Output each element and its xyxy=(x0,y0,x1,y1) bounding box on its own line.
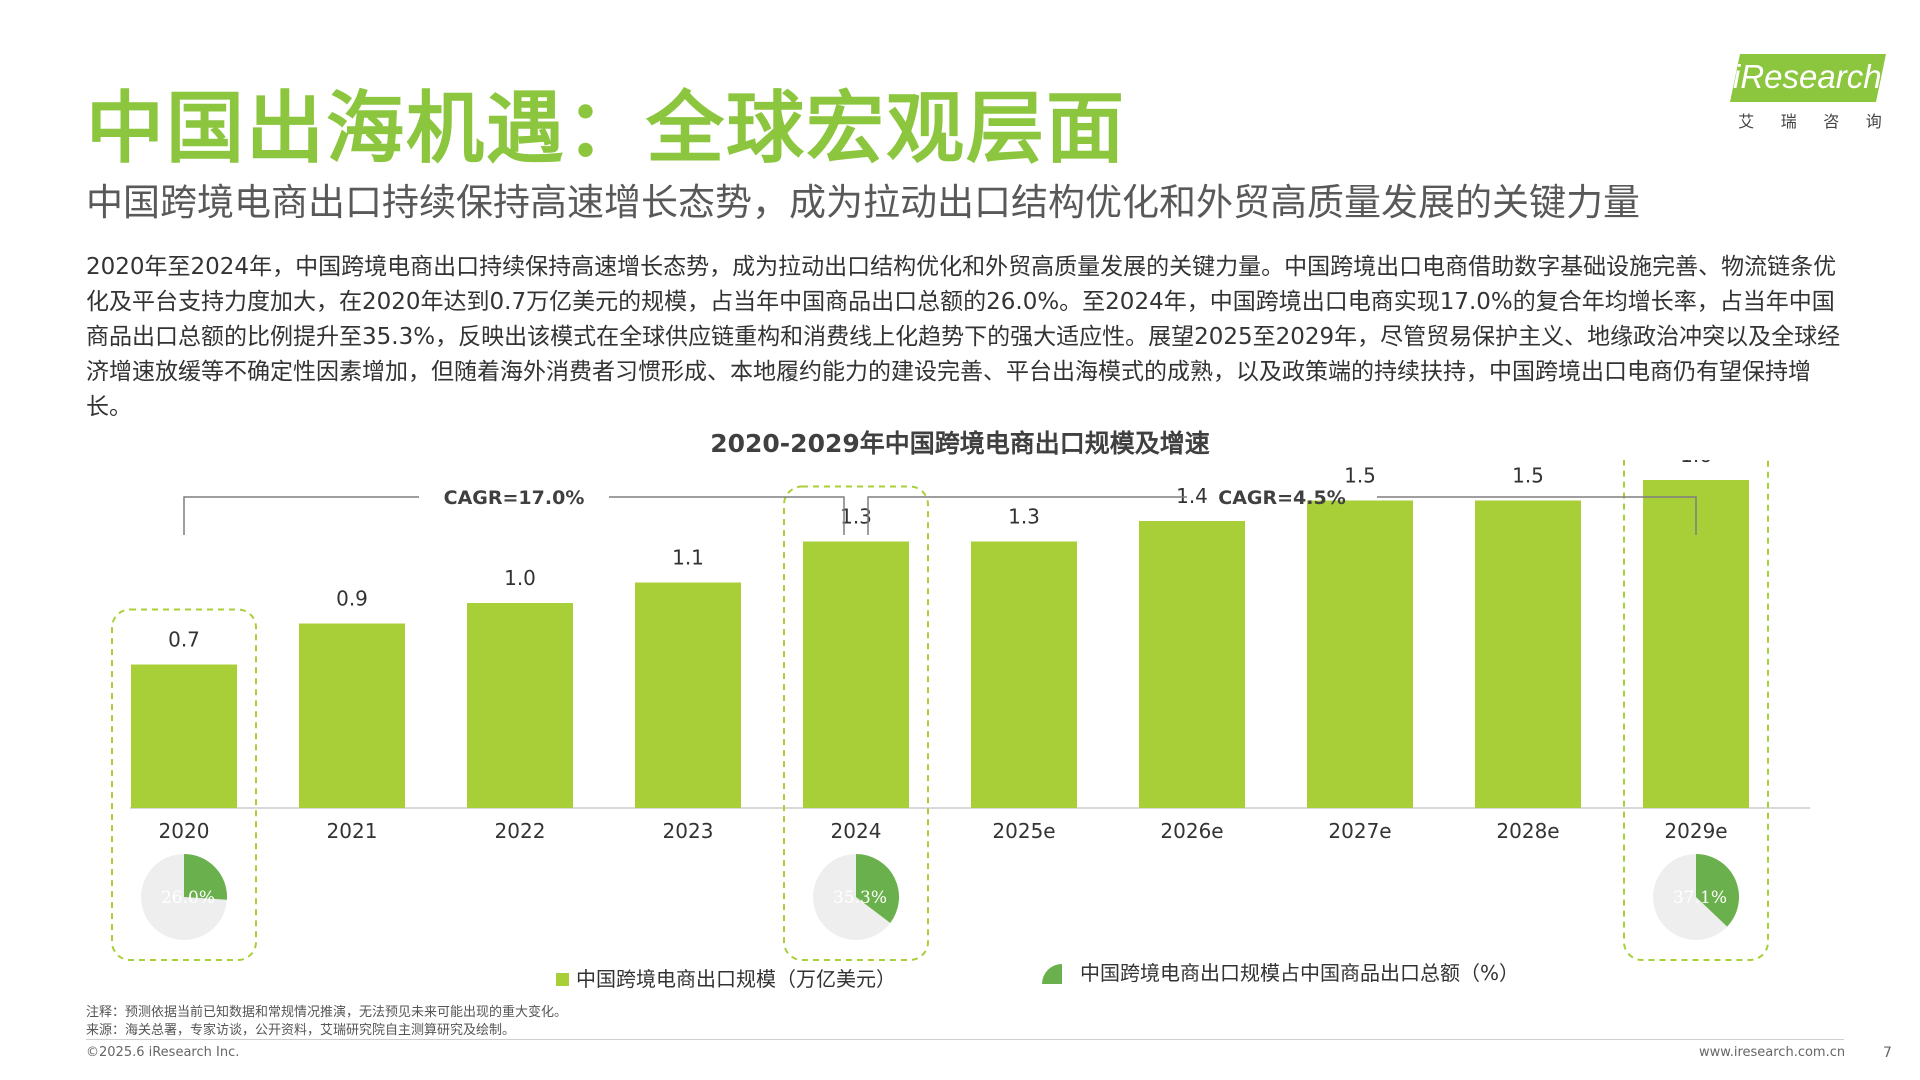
bar xyxy=(803,541,909,808)
highlight-box xyxy=(783,485,929,961)
logo-subtitle-char: 艾 xyxy=(1738,112,1755,131)
legend-pie-label: 中国跨境电商出口规模占中国商品出口总额（%） xyxy=(1080,961,1519,985)
share-pie-slice xyxy=(1696,854,1739,927)
legend-pie-swatch xyxy=(1042,964,1062,984)
cagr-label: CAGR=4.5% xyxy=(1218,487,1346,509)
cagr-label: CAGR=17.0% xyxy=(444,487,585,509)
logo-subtitle-char: 瑞 xyxy=(1780,112,1797,131)
x-tick-label: 2027e xyxy=(1328,819,1391,843)
footer-divider xyxy=(86,1039,1844,1040)
bar xyxy=(971,541,1077,808)
share-pie-label: 26.0% xyxy=(161,888,215,908)
page-number: 7 xyxy=(1883,1045,1892,1061)
footnote-source: 来源：海关总署，专家访谈，公开资料，艾瑞研究院自主测算研究及绘制。 xyxy=(86,1023,516,1038)
x-tick-label: 2026e xyxy=(1160,819,1223,843)
bar-value-label: 1.3 xyxy=(1008,505,1040,529)
x-tick-label: 2021 xyxy=(327,819,378,843)
page-title: 中国出海机遇：全球宏观层面 xyxy=(86,84,1127,174)
logo-subtitle: 艾 瑞 咨 询 xyxy=(1725,108,1895,132)
description-paragraph: 2020年至2024年，中国跨境电商出口持续保持高速增长态势，成为拉动出口结构优… xyxy=(86,254,1841,420)
x-tick-label: 2024 xyxy=(831,819,882,843)
cagr-bracket-left xyxy=(183,496,419,535)
legend-bar-label: 中国跨境电商出口规模（万亿美元） xyxy=(576,967,896,991)
cagr-bracket-right xyxy=(609,496,845,535)
bar xyxy=(131,664,237,808)
bar-value-label: 1.3 xyxy=(840,505,872,529)
cagr-bracket-right xyxy=(1377,496,1697,535)
logo-subtitle-char: 咨 xyxy=(1823,112,1840,131)
x-tick-label: 2025e xyxy=(992,819,1055,843)
legend-bar-swatch xyxy=(556,973,569,986)
page-subtitle: 中国跨境电商出口持续保持高速增长态势，成为拉动出口结构优化和外贸高质量发展的关键… xyxy=(86,181,1640,224)
x-tick-label: 2028e xyxy=(1496,819,1559,843)
share-pie-slice xyxy=(184,854,227,900)
highlight-box xyxy=(111,608,257,961)
x-tick-label: 2029e xyxy=(1664,819,1727,843)
logo-text: iResearch xyxy=(1733,58,1882,95)
bar xyxy=(1307,500,1413,808)
bar xyxy=(1139,521,1245,808)
bar xyxy=(467,603,573,808)
bar xyxy=(1475,500,1581,808)
bar-value-label: 0.9 xyxy=(336,587,368,611)
highlight-box xyxy=(1623,460,1769,961)
cagr-bracket-left xyxy=(867,496,1187,535)
bar xyxy=(635,582,741,808)
share-pie-label: 37.1% xyxy=(1673,888,1727,908)
chart-title: 2020-2029年中国跨境电商出口规模及增速 xyxy=(710,429,1210,458)
bar-value-label: 1.0 xyxy=(504,566,536,590)
iresearch-logo: iResearch 艾 瑞 咨 询 xyxy=(1725,52,1895,132)
bar-value-label: 0.7 xyxy=(168,628,200,652)
bar-value-label: 1.4 xyxy=(1176,484,1208,508)
copyright: ©2025.6 iResearch Inc. xyxy=(86,1045,240,1060)
x-tick-label: 2020 xyxy=(159,819,210,843)
website-link[interactable]: www.iresearch.com.cn xyxy=(1699,1045,1846,1060)
footnotes: 注释：预测依据当前已知数据和常规情况推演，无法预见未来可能出现的重大变化。 来源… xyxy=(86,1004,567,1040)
bar-value-label: 1.5 xyxy=(1512,464,1544,488)
footnote-note: 注释：预测依据当前已知数据和常规情况推演，无法预见未来可能出现的重大变化。 xyxy=(86,1005,568,1020)
x-tick-label: 2022 xyxy=(495,819,546,843)
bar-value-label: 1.5 xyxy=(1344,464,1376,488)
logo-subtitle-char: 询 xyxy=(1865,112,1882,131)
logo-badge-icon xyxy=(1730,54,1886,102)
share-pie-slice xyxy=(856,854,900,923)
bar-chart: 0.7 2020 0.9 2021 1.0 2022 1.1 2023 1.3 2024 1.3 20… xyxy=(111,460,1810,991)
x-tick-label: 2023 xyxy=(663,819,714,843)
bar-value-label: 1.6 xyxy=(1680,460,1712,467)
bar xyxy=(299,623,405,808)
bar-value-label: 1.1 xyxy=(672,546,704,570)
share-pie-label: 35.3% xyxy=(833,888,887,908)
